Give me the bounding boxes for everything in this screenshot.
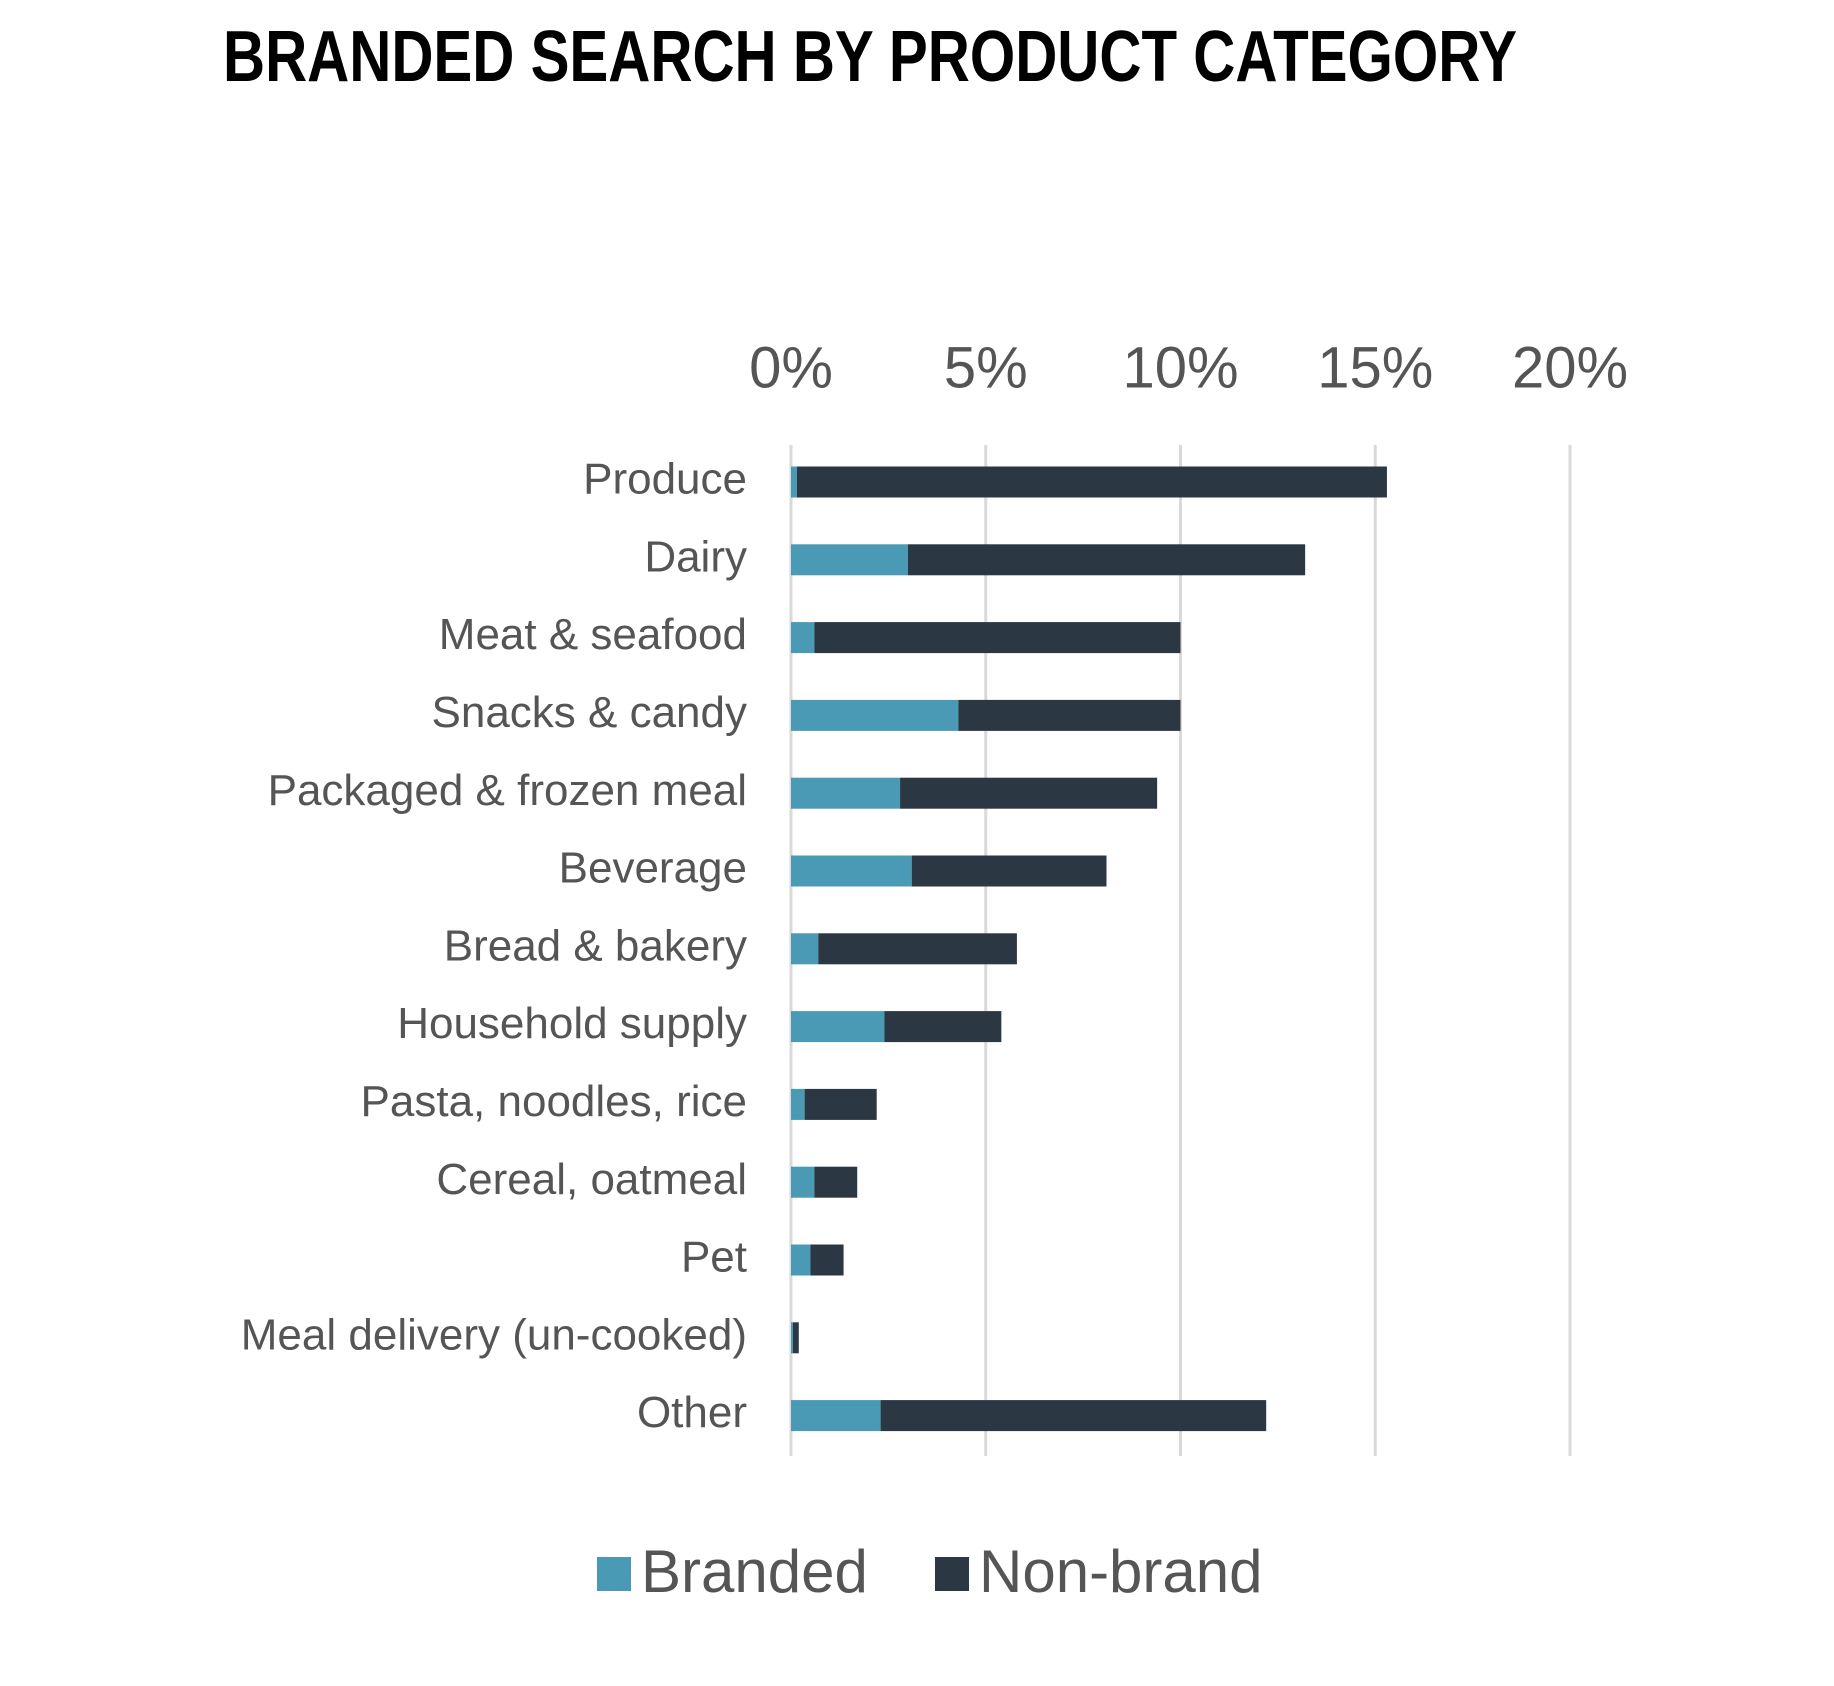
bar-segment — [791, 1011, 885, 1043]
y-tick-label: Pet — [681, 1233, 747, 1282]
y-tick-label: Cereal, oatmeal — [436, 1155, 747, 1204]
y-tick-label: Packaged & frozen meal — [268, 766, 747, 815]
legend-swatch — [597, 1557, 631, 1591]
x-tick-label: 15% — [1317, 335, 1433, 400]
bar-segment — [791, 544, 908, 576]
bar-segment — [810, 1244, 844, 1276]
bar-segment — [900, 777, 1158, 809]
x-tick-label: 20% — [1512, 335, 1628, 400]
bar-segment — [818, 933, 1017, 965]
bar-segment — [791, 1088, 805, 1120]
bar-segment — [791, 622, 815, 654]
bar-segment — [792, 1322, 799, 1354]
bar-segment — [791, 777, 901, 809]
bar-segment — [791, 855, 912, 887]
bar-segment — [791, 1322, 793, 1354]
y-tick-label: Produce — [583, 455, 747, 504]
bar-segment — [796, 466, 1387, 498]
x-tick-label: 5% — [944, 335, 1028, 400]
bar-segment — [814, 622, 1181, 654]
legend-label: Branded — [641, 1538, 868, 1605]
bar-segment — [911, 855, 1107, 887]
bar-segment — [791, 1400, 881, 1432]
bar-segment — [880, 1400, 1267, 1432]
y-tick-label: Meal delivery (un-cooked) — [241, 1310, 747, 1359]
y-tick-label: Other — [637, 1388, 747, 1437]
bar-segment — [907, 544, 1306, 576]
y-tick-label: Meat & seafood — [439, 610, 747, 659]
y-tick-label: Beverage — [559, 844, 747, 893]
bar-segment — [791, 1166, 815, 1198]
bar-segment — [958, 699, 1181, 731]
y-tick-label: Snacks & candy — [432, 688, 748, 737]
bar-segment — [791, 933, 819, 965]
y-tick-label: Pasta, noodles, rice — [361, 1077, 747, 1126]
bar-segment — [804, 1088, 877, 1120]
chart-title: BRANDED SEARCH BY PRODUCT CATEGORY — [223, 17, 1517, 97]
x-tick-label: 10% — [1122, 335, 1238, 400]
y-tick-label: Household supply — [397, 999, 747, 1048]
x-tick-label: 0% — [749, 335, 833, 400]
bar-segment — [791, 466, 797, 498]
bar-segment — [814, 1166, 858, 1198]
bar-segment — [791, 699, 959, 731]
legend-swatch — [935, 1557, 969, 1591]
y-tick-label: Dairy — [644, 532, 747, 581]
bar-segment — [791, 1244, 811, 1276]
y-tick-label: Bread & bakery — [444, 921, 747, 970]
legend-label: Non-brand — [979, 1538, 1263, 1605]
bar-segment — [884, 1011, 1002, 1043]
